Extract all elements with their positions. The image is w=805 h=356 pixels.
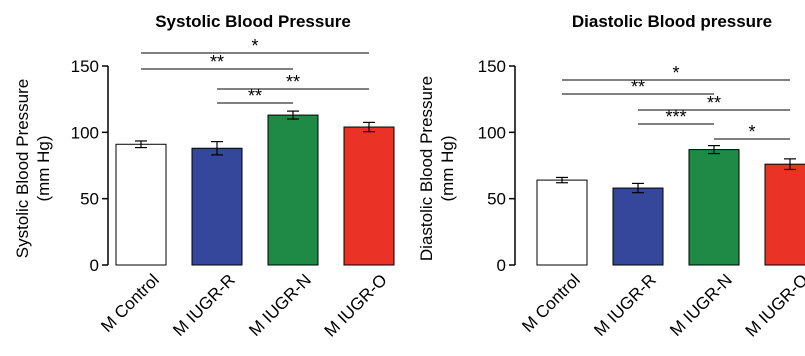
significance-stars: ** xyxy=(631,77,645,97)
x-category-label: M IUGR-O xyxy=(321,270,391,340)
bar-m-iugr-n xyxy=(688,149,740,266)
x-category-label: M IUGR-R xyxy=(590,270,660,340)
y-tick-label: 0 xyxy=(90,256,99,275)
significance-stars: * xyxy=(672,63,679,83)
significance-stars: *** xyxy=(665,107,686,127)
bar-m-iugr-r xyxy=(612,187,664,266)
x-category-label: M IUGR-N xyxy=(245,270,315,340)
y-tick-label: 150 xyxy=(71,57,99,76)
x-category-label: M Control xyxy=(518,270,584,336)
y-tick-label: 100 xyxy=(71,123,99,142)
chart-title: Systolic Blood Pressure xyxy=(155,12,351,31)
y-axis-label-line: Systolic Blood Pressure xyxy=(13,79,32,259)
bar-m-iugr-n xyxy=(267,114,319,266)
significance-stars: * xyxy=(251,36,258,56)
y-tick-label: 100 xyxy=(478,123,506,142)
y-axis-label-line: (mm Hg) xyxy=(34,135,53,201)
chart-panel-2: Diastolic Blood pressure Diastolic Blood … xyxy=(417,12,805,341)
y-axis-label: Systolic Blood Pressure (mm Hg) xyxy=(13,79,53,259)
bar-m-control xyxy=(115,143,167,266)
chart-title: Diastolic Blood pressure xyxy=(572,12,772,31)
y-tick-label: 150 xyxy=(478,57,506,76)
significance-stars: ** xyxy=(286,72,300,92)
x-category-label: M Control xyxy=(97,270,163,336)
significance-stars: * xyxy=(748,122,755,142)
x-category-label: M IUGR-R xyxy=(169,270,239,340)
bar-m-control xyxy=(536,179,588,266)
y-axis-label: Diastolic Blood Pressure (mm Hg) xyxy=(417,76,457,261)
x-category-label: M IUGR-N xyxy=(666,270,736,340)
x-category-label: M IUGR-O xyxy=(742,270,805,340)
significance-stars: ** xyxy=(707,93,721,113)
bar-m-iugr-o xyxy=(343,126,395,266)
significance-stars: ** xyxy=(248,86,262,106)
y-axis-label-line: Diastolic Blood Pressure xyxy=(417,76,436,261)
bar-m-iugr-o xyxy=(764,163,805,266)
y-tick-label: 50 xyxy=(80,190,99,209)
bar-m-iugr-r xyxy=(191,147,243,266)
significance-stars: ** xyxy=(210,52,224,72)
y-axis-label-line: (mm Hg) xyxy=(438,135,457,201)
y-tick-label: 0 xyxy=(497,256,506,275)
y-tick-label: 50 xyxy=(487,190,506,209)
